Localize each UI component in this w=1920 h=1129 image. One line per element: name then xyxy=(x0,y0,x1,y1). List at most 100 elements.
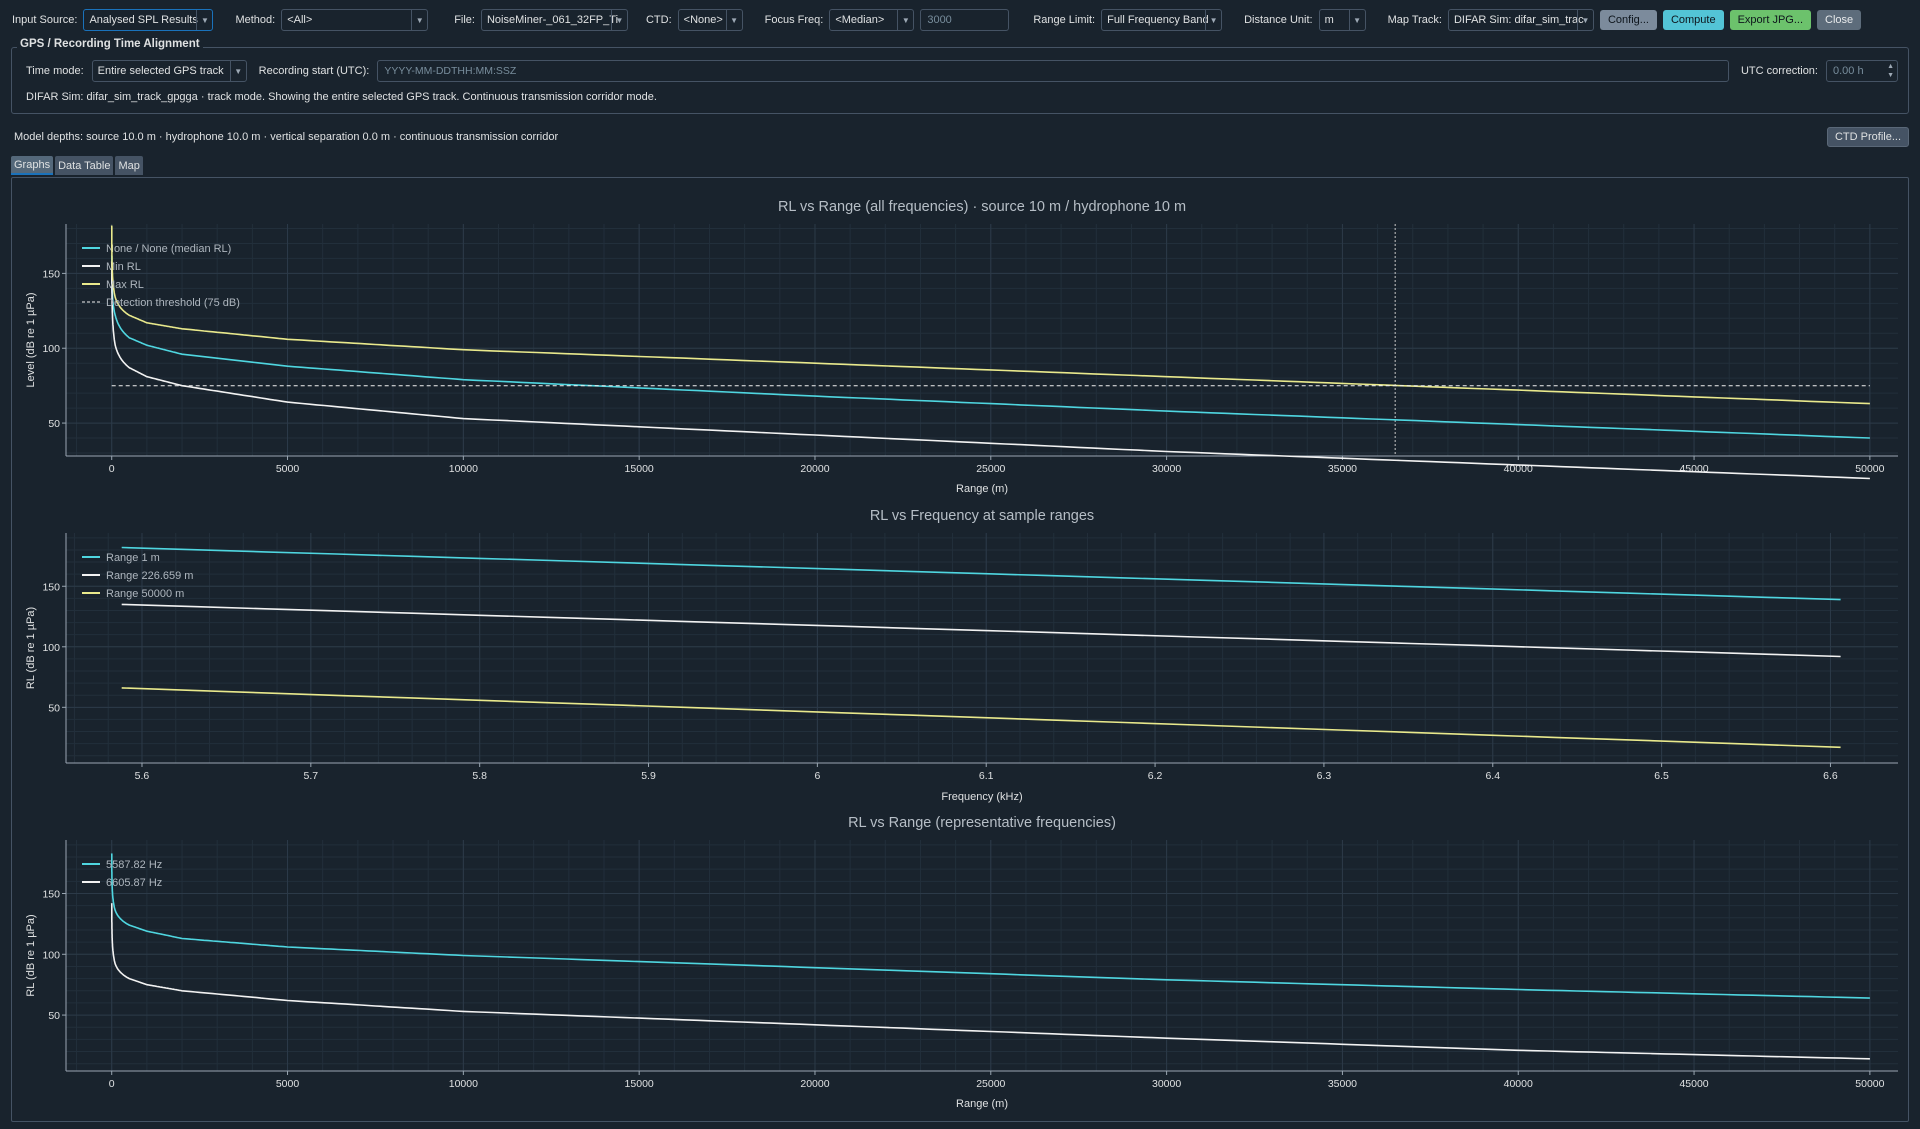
model-depths-text: Model depths: source 10.0 m · hydrophone… xyxy=(14,131,559,143)
tab-map[interactable]: Map xyxy=(115,156,143,175)
legend-label: Range 226.659 m xyxy=(106,570,193,582)
method-select[interactable]: <All> ▼ xyxy=(281,9,429,31)
plots-canvas: 0 5000 10000 15000 20000 25000 30000 35000 40000… xyxy=(25,199,1898,1110)
chevron-down-icon: ▼ xyxy=(229,61,246,81)
distance-unit-value: m xyxy=(1324,14,1334,26)
map-track-value: DIFAR Sim: difar_sim_trac xyxy=(1453,14,1584,26)
x-tick-label: 50000 xyxy=(1855,1078,1884,1090)
x-tick-label: 6.2 xyxy=(1148,770,1163,782)
chart-title: RL vs Frequency at sample ranges xyxy=(870,508,1094,524)
chart-title: RL vs Range (representative frequencies) xyxy=(848,815,1116,831)
x-tick-label: 50000 xyxy=(1855,463,1884,475)
focus-freq-input[interactable]: 3000 xyxy=(920,9,1010,31)
distance-unit-select[interactable]: m ▼ xyxy=(1318,9,1366,31)
x-axis-label: Frequency (kHz) xyxy=(941,791,1022,803)
tab-bar: Graphs Data Table Map xyxy=(11,156,143,175)
map-track-select[interactable]: DIFAR Sim: difar_sim_trac ▼ xyxy=(1447,9,1594,31)
x-axis-label: Range (m) xyxy=(956,483,1008,495)
config-button[interactable]: Config... xyxy=(1599,10,1657,30)
x-tick-label: 20000 xyxy=(800,463,829,475)
gps-status-text: DIFAR Sim: difar_sim_track_gpgga · track… xyxy=(26,91,657,103)
toolbar: Input Source: Analysed SPL Results ▼ Met… xyxy=(0,0,1920,40)
time-mode-select[interactable]: Entire selected GPS track ▼ xyxy=(91,60,247,82)
ctd-value: <None> xyxy=(683,14,723,26)
series-line xyxy=(110,261,1870,480)
x-tick-label: 35000 xyxy=(1328,1078,1357,1090)
export-jpg-button[interactable]: Export JPG... xyxy=(1729,10,1812,30)
x-tick-label: 45000 xyxy=(1679,463,1708,475)
legend-label: Max RL xyxy=(106,279,144,291)
recording-start-label: Recording start (UTC): xyxy=(258,65,370,77)
series-line xyxy=(121,687,1841,749)
input-source-label: Input Source: xyxy=(12,14,78,26)
x-tick-label: 25000 xyxy=(976,1078,1005,1090)
x-tick-label: 5.7 xyxy=(304,770,319,782)
x-tick-label: 25000 xyxy=(976,463,1005,475)
time-mode-label: Time mode: xyxy=(26,65,84,77)
gps-alignment-group: GPS / Recording Time Alignment Time mode… xyxy=(11,38,1909,114)
x-tick-label: 30000 xyxy=(1152,1078,1181,1090)
tab-graphs[interactable]: Graphs xyxy=(11,156,54,175)
compute-button[interactable]: Compute xyxy=(1662,10,1724,30)
y-tick-label: 150 xyxy=(42,268,60,280)
chevron-down-icon: ▼ xyxy=(1348,10,1365,30)
x-tick-label: 0 xyxy=(109,1078,115,1090)
x-tick-label: 5000 xyxy=(276,1078,300,1090)
chevron-down-icon: ▼ xyxy=(411,10,427,30)
range-limit-select[interactable]: Full Frequency Band ▼ xyxy=(1101,9,1223,31)
method-label: Method: xyxy=(235,14,276,26)
series-line xyxy=(110,255,1870,439)
y-tick-label: 50 xyxy=(48,702,60,714)
chart-2: 5.6 5.7 5.8 5.9 6 6.1 6.2 6.3 6.4 6.5 6.6 50 100 150 R… xyxy=(25,508,1898,803)
x-tick-label: 35000 xyxy=(1328,463,1357,475)
file-value: NoiseMiner-_061_32FP_Ti xyxy=(486,14,619,26)
recording-start-input[interactable]: YYYY-MM-DDTHH:MM:SSZ xyxy=(377,60,1730,82)
legend-label: Range 1 m xyxy=(106,552,160,564)
y-tick-label: 50 xyxy=(48,1010,60,1022)
legend-label: Min RL xyxy=(106,261,141,273)
chevron-down-icon: ▼ xyxy=(1576,10,1593,30)
x-tick-label: 0 xyxy=(109,463,115,475)
ctd-select[interactable]: <None> ▼ xyxy=(677,9,743,31)
x-tick-label: 6.4 xyxy=(1485,770,1500,782)
graphs-panel: 0 5000 10000 15000 20000 25000 30000 35000 40000… xyxy=(11,177,1909,1122)
distance-unit-label: Distance Unit: xyxy=(1244,14,1313,26)
y-tick-label: 100 xyxy=(42,642,60,654)
file-label: File: xyxy=(454,14,475,26)
x-tick-label: 15000 xyxy=(625,463,654,475)
x-tick-label: 6.3 xyxy=(1317,770,1332,782)
x-tick-label: 6.1 xyxy=(979,770,994,782)
y-tick-label: 150 xyxy=(42,888,60,900)
x-tick-label: 45000 xyxy=(1679,1078,1708,1090)
range-limit-label: Range Limit: xyxy=(1033,14,1096,26)
input-source-value: Analysed SPL Results xyxy=(89,14,198,26)
chevron-down-icon: ▼ xyxy=(897,10,913,30)
y-tick-label: 150 xyxy=(42,581,60,593)
utc-correction-label: UTC correction: xyxy=(1740,65,1818,77)
focus-freq-number: 3000 xyxy=(927,14,952,26)
legend-label: 5587.82 Hz xyxy=(106,859,162,871)
x-tick-label: 10000 xyxy=(449,463,478,475)
spin-arrows-icon: ▲ ▼ xyxy=(1887,63,1894,79)
chevron-down-icon: ▼ xyxy=(1205,10,1221,30)
x-tick-label: 10000 xyxy=(449,1078,478,1090)
utc-correction-input[interactable]: 0.00 h ▲ ▼ xyxy=(1826,60,1898,82)
focus-freq-select[interactable]: <Median> ▼ xyxy=(829,9,915,31)
ctd-profile-button[interactable]: CTD Profile... xyxy=(1826,127,1909,147)
legend-label: None / None (median RL) xyxy=(106,243,231,255)
input-source-select[interactable]: Analysed SPL Results ▼ xyxy=(83,9,214,31)
range-limit-value: Full Frequency Band xyxy=(1107,14,1209,26)
close-button[interactable]: Close xyxy=(1817,10,1862,30)
y-tick-label: 100 xyxy=(42,343,60,355)
file-select[interactable]: NoiseMiner-_061_32FP_Ti ▼ xyxy=(480,9,628,31)
x-tick-label: 15000 xyxy=(625,1078,654,1090)
legend-label: 6605.87 Hz xyxy=(106,877,162,889)
series-line xyxy=(110,225,1870,405)
x-tick-label: 5.8 xyxy=(472,770,487,782)
y-axis-label: RL (dB re 1 µPa) xyxy=(25,914,37,996)
tab-data-table[interactable]: Data Table xyxy=(55,156,114,175)
x-tick-label: 5.6 xyxy=(135,770,150,782)
chevron-down-icon: ▼ xyxy=(610,10,627,30)
legend-label: Range 50000 m xyxy=(106,588,184,600)
x-tick-label: 30000 xyxy=(1152,463,1181,475)
